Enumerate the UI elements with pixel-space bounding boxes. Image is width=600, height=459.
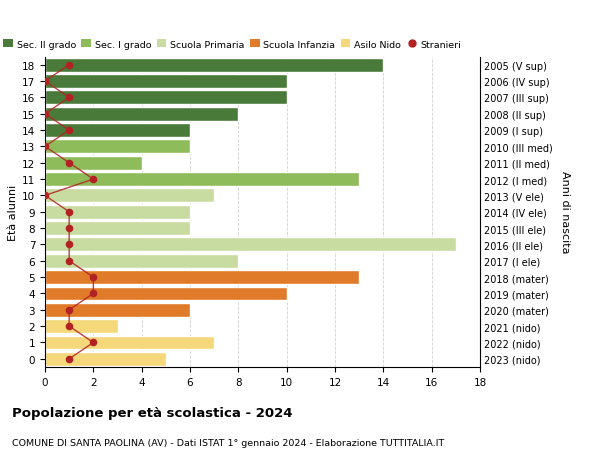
Bar <box>45 59 383 73</box>
Bar <box>45 238 456 252</box>
Point <box>40 143 50 151</box>
Legend: Sec. II grado, Sec. I grado, Scuola Primaria, Scuola Infanzia, Asilo Nido, Stran: Sec. II grado, Sec. I grado, Scuola Prim… <box>4 40 461 50</box>
Point <box>64 62 74 69</box>
Bar <box>45 287 287 301</box>
Point <box>64 241 74 249</box>
Y-axis label: Età alunni: Età alunni <box>8 184 18 241</box>
Bar <box>45 124 190 138</box>
Text: Popolazione per età scolastica - 2024: Popolazione per età scolastica - 2024 <box>12 406 293 419</box>
Bar <box>45 303 190 317</box>
Bar <box>45 107 238 121</box>
Point <box>40 192 50 200</box>
Bar <box>45 189 214 203</box>
Bar <box>45 352 166 366</box>
Point <box>40 111 50 118</box>
Point <box>89 176 98 183</box>
Bar <box>45 271 359 285</box>
Point <box>64 323 74 330</box>
Point <box>64 257 74 265</box>
Bar <box>45 205 190 219</box>
Bar <box>45 336 214 350</box>
Point <box>64 160 74 167</box>
Point <box>89 290 98 297</box>
Bar <box>45 140 190 154</box>
Bar <box>45 75 287 89</box>
Bar <box>45 319 118 333</box>
Point <box>64 208 74 216</box>
Point <box>64 355 74 363</box>
Point <box>64 307 74 314</box>
Y-axis label: Anni di nascita: Anni di nascita <box>560 171 569 253</box>
Point <box>89 339 98 347</box>
Bar <box>45 91 287 105</box>
Point <box>89 274 98 281</box>
Point <box>64 95 74 102</box>
Point <box>64 225 74 232</box>
Bar <box>45 254 238 268</box>
Bar <box>45 222 190 235</box>
Point <box>40 78 50 85</box>
Text: COMUNE DI SANTA PAOLINA (AV) - Dati ISTAT 1° gennaio 2024 - Elaborazione TUTTITA: COMUNE DI SANTA PAOLINA (AV) - Dati ISTA… <box>12 438 444 448</box>
Bar <box>45 173 359 187</box>
Bar <box>45 157 142 170</box>
Point <box>64 127 74 134</box>
